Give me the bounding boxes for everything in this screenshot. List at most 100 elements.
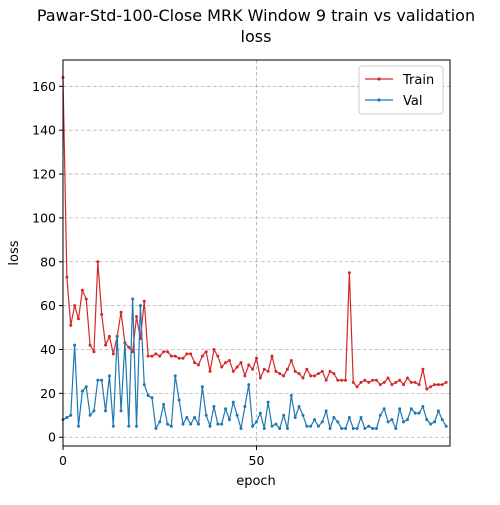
val-point — [289, 394, 293, 398]
train-point — [247, 363, 251, 367]
train-point — [193, 361, 197, 365]
train-point — [285, 367, 289, 371]
val-point — [285, 426, 289, 430]
y-tick-label: 40 — [40, 342, 56, 357]
val-point — [154, 426, 158, 430]
train-point — [220, 365, 224, 369]
val-point — [231, 400, 235, 404]
val-point — [88, 413, 92, 417]
train-point — [417, 383, 421, 387]
val-point — [282, 413, 286, 417]
train-point — [313, 374, 317, 378]
train-point — [332, 372, 336, 376]
train-point — [165, 350, 169, 354]
val-point — [169, 424, 173, 428]
val-point — [316, 424, 320, 428]
train-point — [425, 387, 429, 391]
train-point — [73, 304, 77, 308]
val-point — [347, 415, 351, 419]
val-point — [92, 409, 96, 413]
val-point — [100, 378, 104, 382]
val-point — [138, 304, 142, 308]
val-point — [433, 420, 437, 424]
val-point — [390, 418, 394, 422]
train-point — [320, 369, 324, 373]
val-point — [239, 426, 243, 430]
val-point — [320, 420, 324, 424]
val-point — [131, 297, 135, 301]
val-point — [402, 420, 406, 424]
train-series-line — [62, 77, 447, 390]
val-point — [76, 424, 80, 428]
val-point — [115, 334, 119, 338]
train-point — [204, 350, 208, 354]
train-point — [440, 383, 444, 387]
val-point — [367, 424, 371, 428]
train-point — [154, 352, 158, 356]
train-point — [127, 345, 131, 349]
x-tick-label: 50 — [249, 453, 265, 468]
train-point — [363, 378, 367, 382]
val-point — [258, 411, 262, 415]
val-point — [158, 420, 162, 424]
val-point — [227, 418, 231, 422]
train-point — [405, 376, 409, 380]
train-point — [297, 372, 301, 376]
train-point — [293, 369, 297, 373]
train-point — [258, 376, 262, 380]
val-point — [297, 405, 301, 409]
train-point — [185, 352, 189, 356]
y-tick-label: 120 — [32, 167, 56, 182]
legend-train-marker — [377, 77, 381, 81]
train-point — [289, 358, 293, 362]
train-point — [262, 367, 266, 371]
val-point — [328, 426, 332, 430]
train-point — [429, 385, 433, 389]
val-point — [324, 409, 328, 413]
val-point — [193, 415, 197, 419]
train-point — [212, 348, 216, 351]
train-point — [181, 356, 185, 360]
train-point — [146, 354, 150, 358]
y-tick-label: 20 — [40, 386, 56, 401]
train-point — [208, 369, 212, 373]
val-point — [378, 413, 382, 417]
val-point — [363, 426, 367, 430]
val-point — [165, 422, 169, 426]
plot-frame — [62, 59, 451, 447]
val-point — [204, 413, 208, 417]
val-point — [374, 426, 378, 430]
val-point — [255, 420, 258, 424]
train-point — [189, 352, 193, 356]
train-point — [274, 369, 278, 373]
val-point — [146, 394, 150, 398]
train-point — [177, 356, 181, 360]
train-point — [169, 354, 173, 358]
train-point — [386, 376, 390, 380]
train-point — [216, 354, 220, 358]
val-point — [177, 398, 181, 402]
val-point — [123, 341, 127, 345]
val-point — [440, 418, 444, 422]
val-point — [208, 424, 212, 428]
val-point — [65, 415, 69, 419]
val-point — [96, 378, 100, 382]
train-point — [278, 372, 282, 376]
train-point — [96, 260, 100, 264]
train-point — [200, 354, 204, 358]
val-point — [398, 407, 402, 411]
train-point — [394, 380, 398, 384]
val-point — [305, 424, 309, 428]
train-point — [224, 361, 228, 365]
val-point — [274, 422, 278, 426]
val-point — [73, 343, 77, 347]
val-point — [332, 415, 336, 419]
val-point — [266, 400, 270, 404]
val-point — [409, 407, 413, 411]
val-point — [162, 402, 166, 406]
train-point — [107, 334, 111, 338]
val-point — [185, 415, 189, 419]
val-point — [119, 409, 123, 413]
chart-title-line-1: Pawar-Std-100-Close MRK Window 9 train v… — [37, 6, 475, 25]
